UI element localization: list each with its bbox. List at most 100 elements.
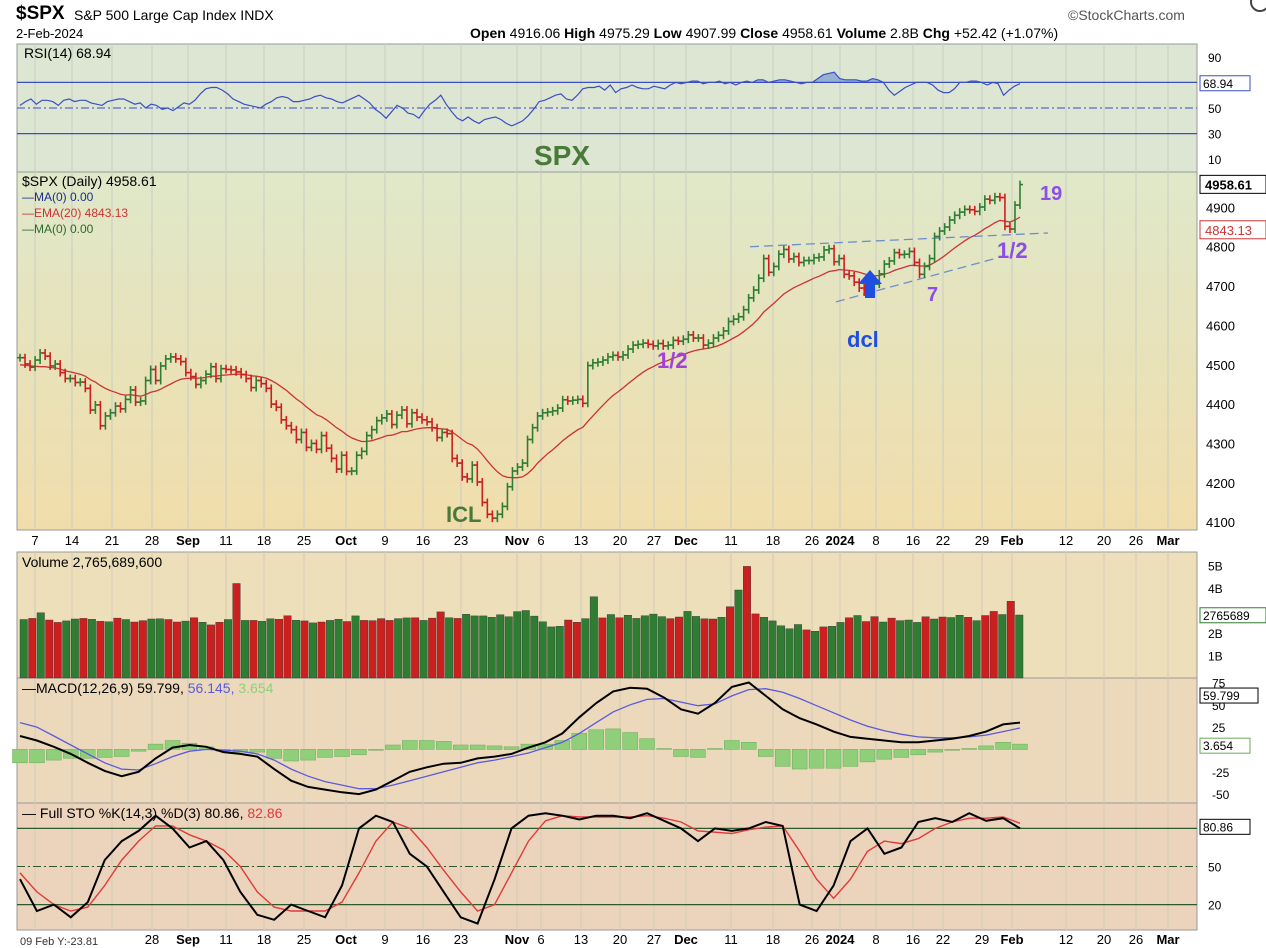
volume-bar <box>777 625 785 679</box>
macd-histogram-bar <box>808 749 825 769</box>
price-y-tick: 4100 <box>1206 515 1235 530</box>
volume-bar <box>368 620 377 679</box>
volume-bar <box>62 620 71 679</box>
price-y-tick: 4300 <box>1206 436 1235 451</box>
volume-bar <box>130 621 139 679</box>
price-y-tick: 4500 <box>1206 358 1235 373</box>
volume-bar <box>802 629 811 679</box>
volume-bar <box>657 616 666 679</box>
volume-bar <box>879 621 888 679</box>
volume-bar <box>104 621 113 679</box>
volume-bar <box>666 618 675 679</box>
volume-bar <box>913 622 922 679</box>
volume-bar <box>411 617 420 679</box>
brand-label[interactable]: ©StockCharts.com <box>1068 7 1185 23</box>
volume-bar <box>198 622 207 679</box>
close-value: 4958.61 <box>782 25 833 41</box>
volume-bar <box>606 614 615 679</box>
low-label: Low <box>653 25 682 41</box>
ma-legend-1: —MA(0) 0.00 <box>22 190 94 204</box>
volume-bar <box>87 619 96 679</box>
volume-bar <box>530 615 539 679</box>
volume-bar <box>709 618 717 679</box>
volume-bar <box>870 616 879 679</box>
macd-histogram-bar <box>622 732 638 750</box>
hist-value-label: 3.654 <box>1203 739 1233 753</box>
volume-value: 2.8B <box>890 25 919 41</box>
macd-histogram-bar <box>791 749 808 770</box>
x-tick-label: 14 <box>65 533 79 548</box>
macd-histogram-bar <box>1012 743 1028 750</box>
volume-bar <box>700 618 709 679</box>
x-tick-label-bottom: Nov <box>505 932 530 947</box>
x-tick-label-bottom: 13 <box>574 932 588 947</box>
x-tick-label-bottom: 12 <box>1059 932 1073 947</box>
dcl-arrow-icon <box>858 270 882 298</box>
volume-bar <box>615 617 624 679</box>
ema-value-label: 4843.13 <box>1205 223 1252 238</box>
macd-histogram-bar <box>707 748 723 750</box>
volume-bar <box>640 615 649 679</box>
macd-histogram-bar <box>859 749 876 763</box>
volume-bar <box>921 616 930 679</box>
x-tick-label-bottom: 20 <box>613 932 627 947</box>
volume-bar <box>538 621 547 679</box>
volume-legend: Volume 2,765,689,600 <box>22 554 162 570</box>
volume-bar <box>862 621 870 679</box>
volume-bar <box>181 620 190 679</box>
macd-histogram-bar <box>605 728 621 750</box>
macd-histogram-bar <box>317 749 333 758</box>
volume-bar <box>232 583 241 679</box>
volume-bar <box>845 617 853 679</box>
rsi-legend: RSI(14) 68.94 <box>24 45 111 61</box>
volume-bar <box>964 617 973 679</box>
x-tick-label: Feb <box>1000 533 1023 548</box>
macd-histogram-bar <box>927 749 943 753</box>
footer-xlabel: 09 Feb Y:-23.81 <box>20 936 98 948</box>
volume-bar <box>436 611 445 679</box>
volume-bar <box>351 615 360 679</box>
price-y-tick: 4900 <box>1206 200 1235 215</box>
macd-histogram-bar <box>452 744 469 750</box>
volume-bar <box>589 596 598 679</box>
macd-histogram-bar <box>300 749 316 761</box>
annotation-seven: 7 <box>927 284 938 306</box>
macd-histogram-bar <box>893 749 910 758</box>
volume-bar <box>283 615 292 679</box>
x-tick-label-bottom: 23 <box>454 932 468 947</box>
volume-bar <box>445 617 454 679</box>
x-tick-label-bottom: Feb <box>1000 932 1023 947</box>
macd-value-label: 59.799 <box>1203 689 1240 703</box>
open-value: 4916.06 <box>509 25 561 41</box>
volume-bar <box>164 619 173 679</box>
volume-bar <box>79 618 88 679</box>
volume-bar <box>343 621 351 679</box>
volume-bar <box>317 621 326 679</box>
rsi-value-box <box>1199 75 1251 92</box>
x-tick-label-bottom: 11 <box>724 932 738 947</box>
x-tick-label: 25 <box>297 533 311 548</box>
x-tick-label-bottom: 28 <box>145 932 159 947</box>
x-tick-label-bottom: Sep <box>176 932 200 947</box>
ma-legend-2: —MA(0) 0.00 <box>22 222 94 236</box>
axes-layer: 7 14 21 28 28 Sep Sep 11 11 18 18 25 25 Oct Oct 9 9 16 16 2… <box>20 533 1180 948</box>
volume-bar <box>45 619 54 679</box>
macd-y-tick: 25 <box>1212 721 1226 735</box>
volume-y-tick: 1B <box>1208 650 1223 664</box>
volume-bar <box>998 614 1007 679</box>
volume-bar <box>1015 614 1024 679</box>
price-y-tick: 4400 <box>1206 397 1235 412</box>
volume-bar <box>419 620 428 679</box>
annotation-nineteen: 19 <box>1040 183 1062 205</box>
macd-panel: —MACD(12,26,9) 59.799, 56.145, 3.654 7550… <box>12 676 1259 802</box>
x-tick-label: 13 <box>574 533 588 548</box>
volume-bar <box>96 621 105 679</box>
macd-histogram-bar <box>656 748 672 750</box>
x-tick-label: 26 <box>805 533 819 548</box>
stochastic-panel: — Full STO %K(14,3) %D(3) 80.86, 82.86 50… <box>17 805 1251 925</box>
macd-histogram-bar <box>995 742 1011 750</box>
x-tick-label: Mar <box>1156 533 1179 548</box>
x-tick-label-bottom: 18 <box>766 932 780 947</box>
annotation-icl: ICL <box>446 502 481 527</box>
x-tick-label: Oct <box>335 533 357 548</box>
